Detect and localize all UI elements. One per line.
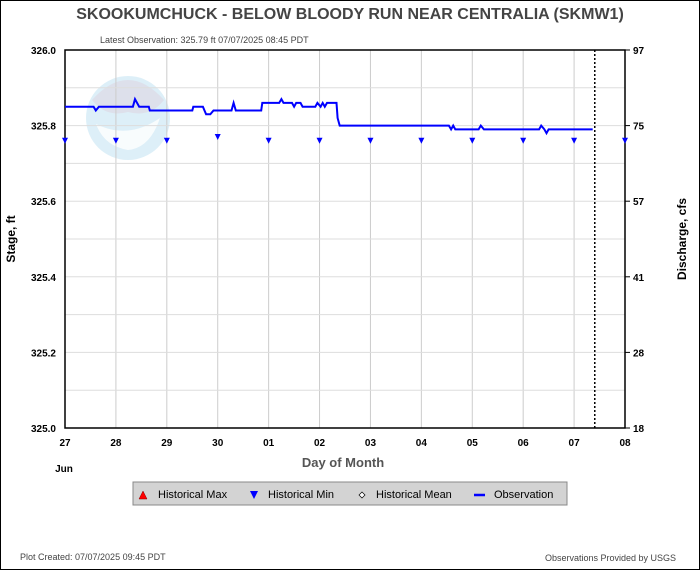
x-tick-label: 08	[619, 438, 631, 449]
y-tick-label: 325.8	[31, 122, 56, 133]
legend-observation: Observation	[494, 489, 553, 501]
historical-min-point	[367, 137, 374, 144]
y2-axis-label: Discharge, cfs	[675, 198, 689, 280]
historical-min-point	[316, 137, 323, 144]
plot-area	[64, 49, 626, 429]
y-axis-label: Stage, ft	[4, 215, 18, 262]
x-tick-label: 29	[161, 438, 173, 449]
x-tick-label: 27	[59, 438, 71, 449]
x-tick-label: 30	[212, 438, 224, 449]
observation-line	[65, 96, 593, 136]
legend-historical-min: Historical Min	[268, 489, 334, 501]
y2-tick-label: 41	[633, 273, 645, 284]
x-tick-label: 06	[518, 438, 530, 449]
historical-min-point	[571, 137, 578, 144]
noaa-logo-watermark	[86, 76, 170, 160]
provider-credit: Observations Provided by USGS	[545, 553, 676, 563]
x-tick-label: 07	[569, 438, 581, 449]
chart-title: SKOOKUMCHUCK - BELOW BLOODY RUN NEAR CEN…	[76, 6, 624, 23]
y-tick-label: 325.4	[31, 273, 56, 284]
y2-tick-label: 18	[633, 424, 645, 435]
x-tick-label: 05	[467, 438, 479, 449]
plot-created: Plot Created: 07/07/2025 09:45 PDT	[20, 552, 166, 562]
historical-max-icon	[138, 490, 148, 500]
legend-historical-mean: Historical Mean	[376, 489, 452, 501]
historical-min-icon	[250, 491, 258, 499]
historical-min-point	[265, 137, 272, 144]
historical-min-point	[520, 137, 527, 144]
x-tick-label: 01	[263, 438, 275, 449]
latest-observation: Latest Observation: 325.79 ft 07/07/2025…	[100, 35, 309, 45]
y2-tick-label: 97	[633, 46, 645, 57]
y2-tick-label: 57	[633, 197, 645, 208]
y-tick-label: 325.0	[31, 424, 56, 435]
historical-min-point	[62, 137, 68, 144]
historical-min-point	[469, 137, 476, 144]
x-tick-label: 02	[314, 438, 326, 449]
x-axis-label: Day of Month	[302, 455, 384, 470]
legend: Historical Max Historical Min Historical…	[132, 481, 568, 506]
y2-tick-label: 75	[633, 122, 645, 133]
historical-mean-icon	[358, 491, 366, 499]
legend-historical-max: Historical Max	[158, 489, 228, 501]
historical-min-point	[214, 133, 221, 140]
x-tick-label: 03	[365, 438, 377, 449]
x-tick-label: 28	[110, 438, 122, 449]
historical-min-point	[163, 137, 170, 144]
grid	[65, 50, 625, 428]
historical-min-point	[418, 137, 425, 144]
y-tick-label: 325.2	[31, 348, 56, 359]
y-tick-label: 326.0	[31, 46, 56, 57]
historical-min-point	[112, 137, 119, 144]
y-tick-label: 325.6	[31, 197, 56, 208]
historical-min-point	[622, 137, 628, 144]
y2-tick-label: 28	[633, 348, 645, 359]
x-tick-label: 04	[416, 438, 428, 449]
month-label: Jun	[55, 464, 73, 475]
